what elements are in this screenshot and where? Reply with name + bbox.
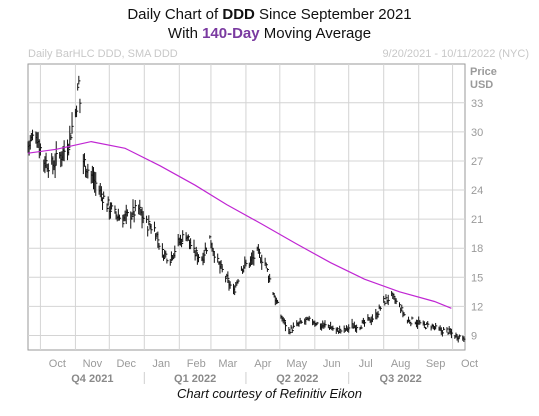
sma-line <box>27 140 452 309</box>
y-tick-label: 27 <box>471 156 483 168</box>
x-tick-label: Dec <box>116 358 136 370</box>
x-tick-label: Oct <box>461 358 478 370</box>
quarter-label: Q3 2022 <box>380 373 422 385</box>
y-tick-label: 33 <box>471 98 483 110</box>
quarter-label: Q4 2021 <box>71 373 113 385</box>
subtitle-highlight: 140-Day <box>202 25 260 42</box>
subtitle-prefix: With <box>167 25 203 42</box>
date-range: 9/20/2021 - 10/11/2022 (NYC) <box>382 48 529 60</box>
x-tick-label: Nov <box>83 358 103 370</box>
plot-area <box>27 63 466 351</box>
x-tick-label: Aug <box>391 358 411 370</box>
x-tick-label: Sep <box>426 358 446 370</box>
x-tick-label: May <box>286 358 307 370</box>
title-suffix: Since September 2021 <box>254 6 412 23</box>
x-tick-label: Mar <box>218 358 237 370</box>
subtitle-suffix: Moving Average <box>259 25 372 42</box>
x-tick-label: Jan <box>152 358 170 370</box>
y-tick-label: 21 <box>471 214 483 226</box>
y-tick-label: 12 <box>471 301 483 313</box>
chart-subtitle: With 140-Day Moving Average <box>0 25 539 42</box>
chart-credit: Chart courtesy of Refinitiv Eikon <box>177 386 362 401</box>
x-tick-label: Apr <box>254 358 271 370</box>
x-tick-label: Feb <box>187 358 206 370</box>
y-axis-label: USD <box>470 79 493 91</box>
x-tick-label: Jun <box>323 358 341 370</box>
quarter-label: Q1 2022 <box>174 373 216 385</box>
quarter-label: Q2 2022 <box>276 373 318 385</box>
x-tick-label: Oct <box>49 358 66 370</box>
y-tick-label: 9 <box>471 330 477 342</box>
y-tick-label: 15 <box>471 272 483 284</box>
y-tick-label: 18 <box>471 243 483 255</box>
chart-title: Daily Chart of DDD Since September 2021 <box>0 6 539 23</box>
title-ticker: DDD <box>222 6 255 23</box>
y-axis-label: Price <box>470 66 497 78</box>
title-prefix: Daily Chart of <box>127 6 223 23</box>
x-tick-label: Jul <box>359 358 373 370</box>
y-tick-label: 24 <box>471 185 483 197</box>
series-info: Daily BarHLC DDD, SMA DDD <box>28 48 178 60</box>
y-tick-label: 30 <box>471 127 483 139</box>
